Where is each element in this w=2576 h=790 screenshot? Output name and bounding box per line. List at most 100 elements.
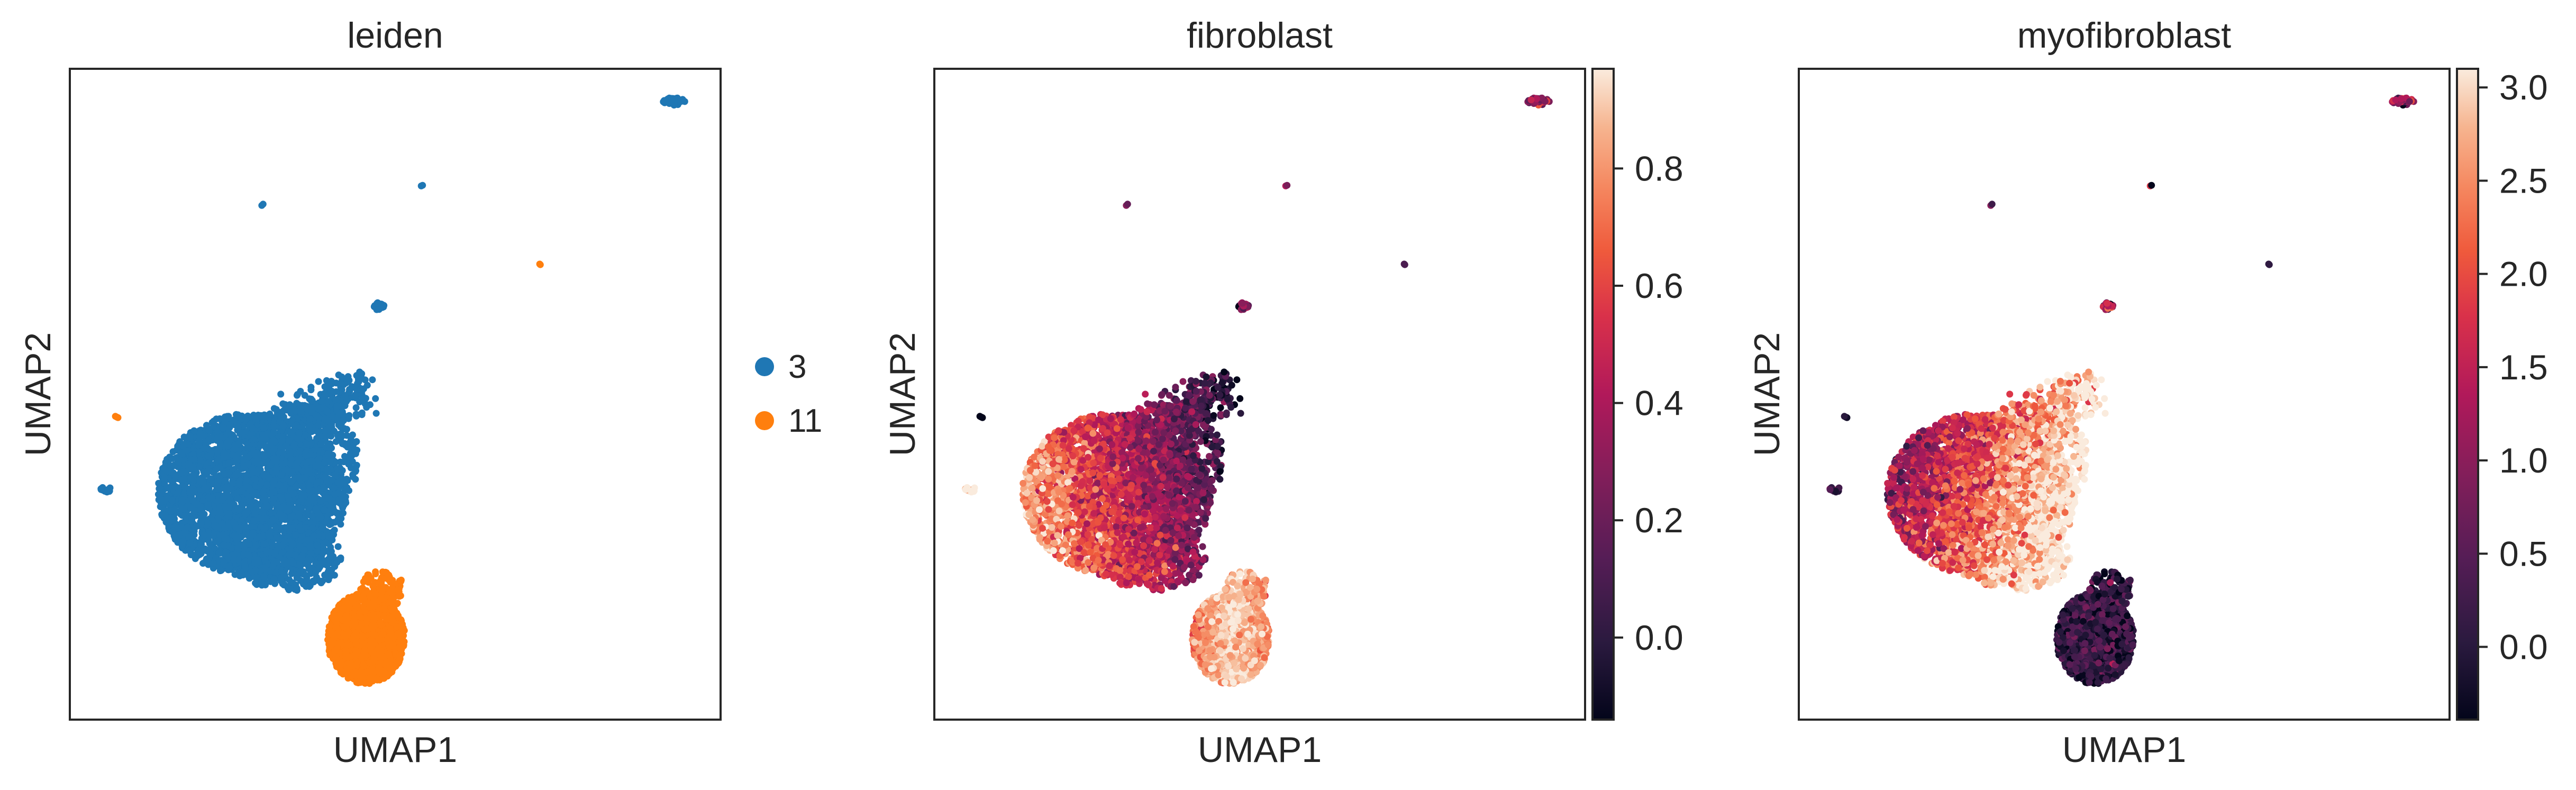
cell-point bbox=[311, 493, 318, 501]
cell-point bbox=[279, 400, 287, 407]
cell-point bbox=[296, 447, 304, 455]
cell-point bbox=[164, 484, 171, 492]
cell-point bbox=[340, 458, 348, 466]
cell-point bbox=[230, 519, 237, 526]
cell-point bbox=[352, 404, 360, 411]
cell-point bbox=[297, 407, 304, 415]
cell-point bbox=[349, 458, 356, 465]
cell-point bbox=[241, 562, 249, 569]
cell-point bbox=[298, 532, 306, 540]
cell-point bbox=[180, 506, 188, 513]
cell-point bbox=[235, 440, 243, 448]
cell-point bbox=[222, 477, 229, 485]
cell-point bbox=[310, 578, 317, 586]
cell-point bbox=[287, 513, 294, 521]
cell-point bbox=[301, 474, 308, 482]
cell-point bbox=[256, 514, 263, 522]
cell-point bbox=[258, 579, 266, 586]
cell-point bbox=[225, 459, 233, 467]
cell-point bbox=[317, 514, 324, 521]
cell-point bbox=[306, 415, 313, 423]
cell-point bbox=[345, 412, 353, 419]
cell-point bbox=[220, 492, 227, 500]
cell-point bbox=[301, 431, 308, 439]
cell-point bbox=[207, 475, 214, 483]
cell-point bbox=[252, 541, 260, 549]
cell-point bbox=[363, 404, 370, 411]
cell-point bbox=[276, 542, 283, 549]
cell-point bbox=[343, 486, 350, 493]
cell-point bbox=[260, 573, 268, 580]
cell-point bbox=[326, 534, 333, 541]
cell-point bbox=[270, 446, 278, 453]
cell-point bbox=[278, 471, 285, 479]
cell-point bbox=[295, 474, 302, 481]
cell-point bbox=[307, 556, 314, 563]
cell-point bbox=[293, 421, 300, 429]
cell-point bbox=[372, 395, 379, 402]
cell-point bbox=[180, 433, 188, 441]
cell-point bbox=[268, 539, 276, 547]
cell-point bbox=[270, 516, 277, 524]
cell-point bbox=[256, 533, 263, 541]
cell-point bbox=[308, 408, 315, 416]
cell-point bbox=[303, 440, 310, 448]
cell-point bbox=[103, 487, 110, 495]
cell-point bbox=[283, 524, 290, 532]
cell-point bbox=[329, 476, 336, 484]
cell-point bbox=[245, 552, 253, 559]
cell-point bbox=[292, 461, 299, 469]
cell-point bbox=[328, 387, 335, 395]
cell-point bbox=[262, 494, 269, 501]
cell-point bbox=[232, 455, 240, 462]
cell-point bbox=[270, 576, 278, 583]
cell-point bbox=[225, 493, 233, 500]
cell-point bbox=[323, 561, 330, 569]
cell-point bbox=[332, 471, 339, 478]
cell-point bbox=[287, 546, 294, 553]
cell-point bbox=[313, 541, 321, 549]
cell-point bbox=[211, 545, 219, 552]
cell-point bbox=[190, 456, 198, 463]
cell-point bbox=[281, 537, 288, 544]
cell-point bbox=[217, 567, 225, 574]
cell-point bbox=[323, 466, 331, 473]
cell-point bbox=[327, 378, 335, 385]
cell-point bbox=[294, 435, 302, 442]
cell-point bbox=[186, 539, 194, 547]
cell-point bbox=[185, 547, 193, 554]
cell-point bbox=[292, 407, 299, 414]
cell-point bbox=[190, 488, 198, 496]
cell-point bbox=[196, 456, 204, 464]
cell-point bbox=[313, 479, 321, 486]
cell-point bbox=[321, 519, 329, 526]
cell-point bbox=[169, 497, 176, 504]
cell-point bbox=[206, 540, 213, 547]
cell-point bbox=[352, 391, 359, 398]
cell-point bbox=[332, 509, 340, 516]
scatter-points bbox=[97, 94, 688, 687]
cell-point bbox=[249, 470, 257, 477]
cell-point bbox=[331, 571, 338, 579]
cell-point bbox=[271, 508, 279, 516]
cell-point bbox=[263, 503, 271, 510]
cell-point bbox=[266, 410, 274, 417]
cell-point bbox=[270, 455, 277, 462]
cell-point bbox=[369, 376, 376, 384]
cell-point bbox=[285, 507, 292, 514]
cell-point bbox=[324, 512, 332, 519]
cell-point bbox=[331, 526, 338, 534]
cell-point bbox=[231, 445, 239, 452]
cell-point bbox=[272, 406, 280, 413]
cell-point bbox=[308, 475, 316, 483]
cell-point bbox=[191, 507, 198, 515]
cell-point bbox=[314, 547, 321, 554]
cell-point bbox=[161, 511, 168, 518]
cell-point bbox=[216, 508, 224, 515]
cell-point bbox=[349, 443, 357, 450]
cell-point bbox=[220, 453, 227, 461]
cell-point bbox=[226, 510, 233, 517]
cell-point bbox=[180, 468, 188, 475]
cell-point bbox=[270, 429, 278, 436]
